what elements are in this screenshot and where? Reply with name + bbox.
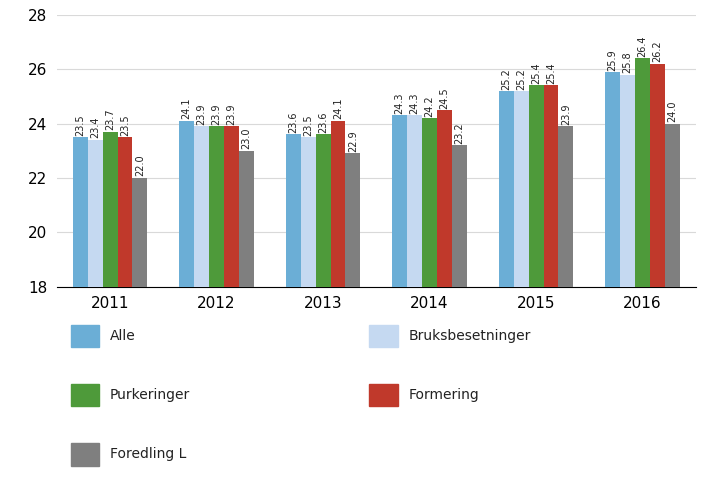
Bar	[224, 126, 239, 494]
Bar	[528, 85, 544, 494]
Text: 23.5: 23.5	[75, 114, 85, 136]
Bar	[543, 85, 558, 494]
Bar	[209, 126, 224, 494]
Text: 24.0: 24.0	[667, 101, 677, 122]
Text: Alle: Alle	[110, 329, 136, 343]
Text: Bruksbesetninger: Bruksbesetninger	[408, 329, 530, 343]
Bar	[73, 137, 88, 494]
Text: 24.3: 24.3	[395, 92, 405, 114]
Text: 26.2: 26.2	[652, 41, 662, 62]
Text: Purkeringer: Purkeringer	[110, 388, 190, 402]
Bar	[635, 58, 650, 494]
Text: 24.2: 24.2	[425, 95, 435, 117]
Bar	[558, 126, 574, 494]
Bar	[331, 121, 346, 494]
Text: 22.9: 22.9	[348, 130, 358, 152]
Bar	[179, 121, 195, 494]
Bar	[392, 116, 408, 494]
Text: 24.3: 24.3	[410, 92, 420, 114]
Text: Formering: Formering	[408, 388, 479, 402]
Text: 23.9: 23.9	[212, 103, 222, 125]
Bar	[437, 110, 452, 494]
Bar	[103, 132, 118, 494]
Bar	[118, 137, 133, 494]
Bar	[605, 72, 621, 494]
Bar	[513, 91, 528, 494]
Text: 23.0: 23.0	[241, 128, 251, 149]
Bar	[195, 126, 209, 494]
Bar	[621, 75, 635, 494]
Bar	[452, 145, 467, 494]
Bar	[88, 140, 103, 494]
Text: 23.2: 23.2	[454, 122, 464, 144]
Bar	[316, 134, 331, 494]
Text: 24.1: 24.1	[333, 98, 343, 120]
Text: 23.7: 23.7	[105, 109, 115, 130]
Bar	[665, 124, 679, 494]
Bar	[239, 151, 254, 494]
Text: 25.2: 25.2	[501, 68, 511, 89]
Text: 23.6: 23.6	[318, 112, 328, 133]
Text: 23.9: 23.9	[197, 103, 207, 125]
Bar	[650, 64, 665, 494]
Bar	[133, 178, 148, 494]
Bar	[285, 134, 301, 494]
Bar	[498, 91, 513, 494]
Bar	[422, 118, 437, 494]
Bar	[346, 154, 361, 494]
Text: 25.4: 25.4	[531, 62, 541, 84]
Bar	[301, 137, 315, 494]
Text: 25.2: 25.2	[516, 68, 526, 89]
Text: 22.0: 22.0	[135, 155, 145, 176]
Text: Foredling L: Foredling L	[110, 448, 187, 461]
Text: 25.9: 25.9	[608, 49, 618, 71]
Text: 23.5: 23.5	[120, 114, 130, 136]
Text: 23.9: 23.9	[561, 103, 571, 125]
Text: 23.6: 23.6	[288, 112, 298, 133]
Text: 23.9: 23.9	[226, 103, 236, 125]
Text: 26.4: 26.4	[638, 36, 648, 57]
Text: 24.1: 24.1	[182, 98, 192, 120]
Text: 24.5: 24.5	[439, 87, 449, 109]
Text: 23.4: 23.4	[90, 117, 100, 138]
Text: 25.4: 25.4	[546, 62, 556, 84]
Bar	[408, 116, 422, 494]
Text: 25.8: 25.8	[623, 51, 633, 73]
Text: 23.5: 23.5	[303, 114, 313, 136]
